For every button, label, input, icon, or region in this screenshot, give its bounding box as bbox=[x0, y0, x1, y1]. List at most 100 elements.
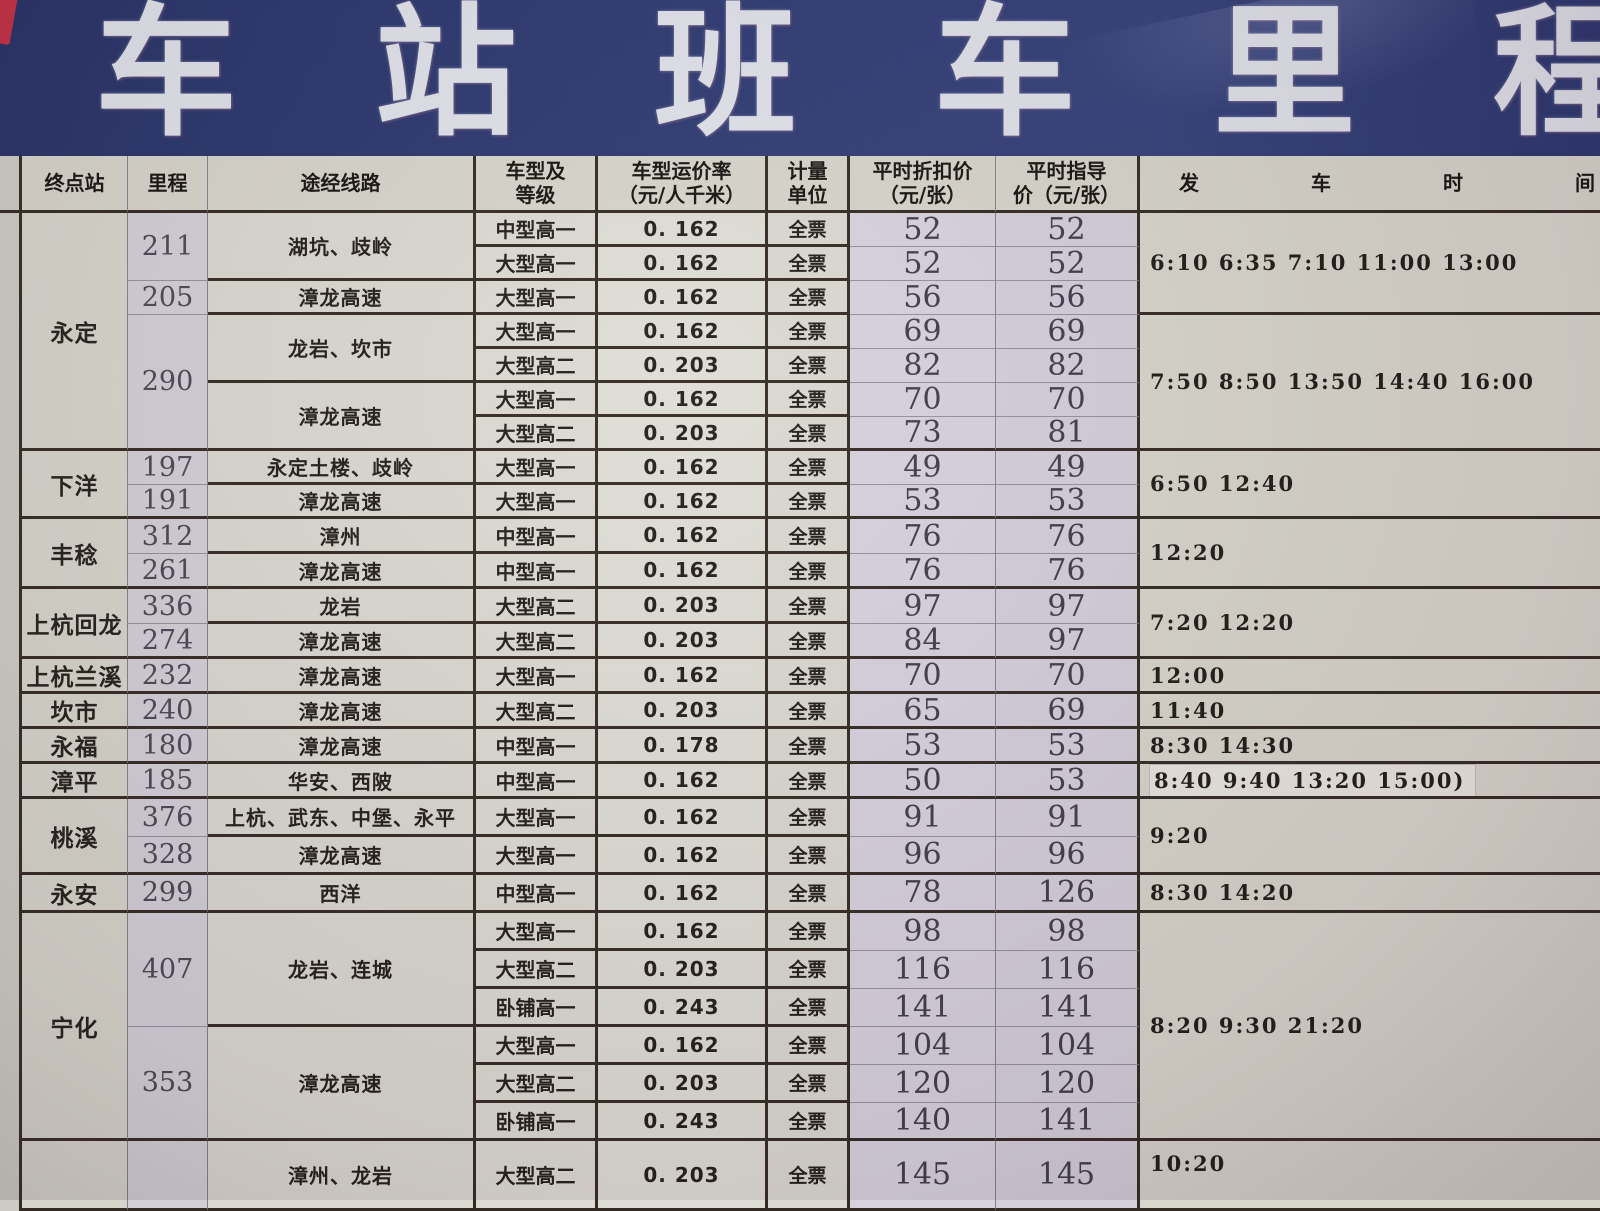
mileage-cell: 197 bbox=[128, 451, 208, 485]
discount-price-cell: 116 bbox=[850, 951, 996, 989]
mileage-cell: 274 bbox=[128, 624, 208, 659]
header-discount-line1: 平时折扣价 bbox=[872, 159, 973, 183]
unit-cell: 全票 bbox=[768, 281, 850, 315]
vehicle-class-cell: 中型高一 bbox=[476, 764, 598, 799]
dest-cell: 永安 bbox=[22, 875, 128, 913]
unit-cell: 全票 bbox=[768, 1103, 850, 1141]
discount-price-cell: 145 bbox=[850, 1141, 996, 1211]
rate-cell: 0. 203 bbox=[598, 349, 768, 383]
unit-cell: 全票 bbox=[768, 417, 850, 451]
header-route: 途经线路 bbox=[208, 156, 476, 213]
departure-times: 8:20 9:30 21:20 bbox=[1150, 1013, 1364, 1038]
header-stub bbox=[0, 156, 22, 213]
discount-price-cell: 65 bbox=[850, 694, 996, 729]
route-cell: 龙岩 bbox=[208, 589, 476, 624]
guide-price-cell: 52 bbox=[996, 247, 1140, 281]
unit-cell: 全票 bbox=[768, 349, 850, 383]
unit-cell: 全票 bbox=[768, 1065, 850, 1103]
departure-times: 8:40 9:40 13:20 15:00) bbox=[1150, 764, 1476, 796]
mileage-cell: 261 bbox=[128, 554, 208, 589]
rate-cell: 0. 162 bbox=[598, 485, 768, 519]
rate-cell: 0. 162 bbox=[598, 764, 768, 799]
dest-cell: 漳平 bbox=[22, 764, 128, 799]
mileage-cell: 191 bbox=[128, 485, 208, 519]
time-cell: 11:40 bbox=[1140, 694, 1600, 729]
mileage-cell: 407 bbox=[128, 913, 208, 1027]
departure-times: 9:20 bbox=[1150, 823, 1210, 848]
vehicle-class-cell: 大型高一 bbox=[476, 913, 598, 951]
rate-cell: 0. 243 bbox=[598, 1103, 768, 1141]
guide-price-cell: 49 bbox=[996, 451, 1140, 485]
unit-cell: 全票 bbox=[768, 554, 850, 589]
route-cell: 漳龙高速 bbox=[208, 837, 476, 875]
header-vehicle-class: 车型及 等级 bbox=[476, 156, 598, 213]
discount-price-cell: 56 bbox=[850, 281, 996, 315]
header-departure: 发 车 时 间 bbox=[1140, 156, 1600, 213]
guide-price-cell: 53 bbox=[996, 764, 1140, 799]
guide-price-cell: 76 bbox=[996, 554, 1140, 589]
departure-times: 12:20 bbox=[1150, 540, 1227, 565]
mileage-cell: 240 bbox=[128, 694, 208, 729]
unit-cell: 全票 bbox=[768, 764, 850, 799]
vehicle-class-cell: 中型高一 bbox=[476, 875, 598, 913]
route-cell: 漳龙高速 bbox=[208, 554, 476, 589]
unit-cell: 全票 bbox=[768, 951, 850, 989]
banner-title-char: 车 bbox=[933, 0, 1076, 156]
departure-times: 8:30 14:30 bbox=[1150, 732, 1296, 758]
header-vehicle-class-line2: 等级 bbox=[515, 183, 556, 207]
guide-price-cell: 82 bbox=[996, 349, 1140, 383]
time-cell: 8:40 9:40 13:20 15:00) bbox=[1140, 764, 1600, 799]
unit-cell: 全票 bbox=[768, 989, 850, 1027]
unit-cell: 全票 bbox=[768, 213, 850, 247]
rate-cell: 0. 203 bbox=[598, 694, 768, 729]
rate-cell: 0. 162 bbox=[598, 659, 768, 694]
route-cell: 永定土楼、歧岭 bbox=[208, 451, 476, 485]
guide-price-cell: 91 bbox=[996, 799, 1140, 837]
unit-cell: 全票 bbox=[768, 694, 850, 729]
vehicle-class-cell: 中型高一 bbox=[476, 519, 598, 554]
header-vehicle-class-line1: 车型及 bbox=[505, 159, 566, 183]
vehicle-class-cell: 大型高二 bbox=[476, 624, 598, 659]
route-cell: 漳龙高速 bbox=[208, 624, 476, 659]
header-departure-label: 发 车 时 间 bbox=[1179, 171, 1600, 195]
vehicle-class-cell: 大型高一 bbox=[476, 451, 598, 485]
rate-cell: 0. 162 bbox=[598, 247, 768, 281]
vehicle-class-cell: 大型高二 bbox=[476, 589, 598, 624]
route-cell: 湖坑、歧岭 bbox=[208, 213, 476, 281]
dest-cell: 坎市 bbox=[22, 694, 128, 729]
header-terminal: 终点站 bbox=[22, 156, 128, 213]
discount-price-cell: 52 bbox=[850, 247, 996, 281]
route-cell: 漳州 bbox=[208, 519, 476, 554]
banner-title: 车站班车里程 bbox=[95, 0, 1600, 152]
departure-times: 12:00 bbox=[1150, 662, 1227, 688]
header-rate-line2: （元/人千米） bbox=[617, 183, 746, 207]
mileage-cell: 205 bbox=[128, 281, 208, 315]
discount-price-cell: 70 bbox=[850, 659, 996, 694]
guide-price-cell: 141 bbox=[996, 989, 1140, 1027]
guide-price-cell: 70 bbox=[996, 383, 1140, 417]
header-guide-line1: 平时指导 bbox=[1026, 159, 1107, 183]
vehicle-class-cell: 大型高一 bbox=[476, 247, 598, 281]
guide-price-cell: 97 bbox=[996, 624, 1140, 659]
discount-price-cell: 84 bbox=[850, 624, 996, 659]
guide-price-cell: 69 bbox=[996, 315, 1140, 349]
unit-cell: 全票 bbox=[768, 913, 850, 951]
guide-price-cell: 96 bbox=[996, 837, 1140, 875]
unit-cell: 全票 bbox=[768, 729, 850, 764]
stub-column bbox=[0, 213, 22, 1211]
banner-title-char: 班 bbox=[654, 0, 797, 156]
rate-cell: 0. 162 bbox=[598, 281, 768, 315]
rate-cell: 0. 203 bbox=[598, 417, 768, 451]
departure-times: 8:30 14:20 bbox=[1150, 880, 1296, 905]
route-cell: 漳州、龙岩 bbox=[208, 1141, 476, 1211]
time-cell: 7:20 12:20 bbox=[1140, 589, 1600, 659]
vehicle-class-cell: 大型高一 bbox=[476, 383, 598, 417]
dest-cell: 永福 bbox=[22, 729, 128, 764]
unit-cell: 全票 bbox=[768, 875, 850, 913]
mileage-cell: 232 bbox=[128, 659, 208, 694]
departure-times: 11:40 bbox=[1150, 697, 1227, 723]
unit-cell: 全票 bbox=[768, 837, 850, 875]
guide-price-cell: 76 bbox=[996, 519, 1140, 554]
header-guide-line2: 价（元/张） bbox=[1012, 183, 1121, 207]
mileage-cell: 299 bbox=[128, 875, 208, 913]
